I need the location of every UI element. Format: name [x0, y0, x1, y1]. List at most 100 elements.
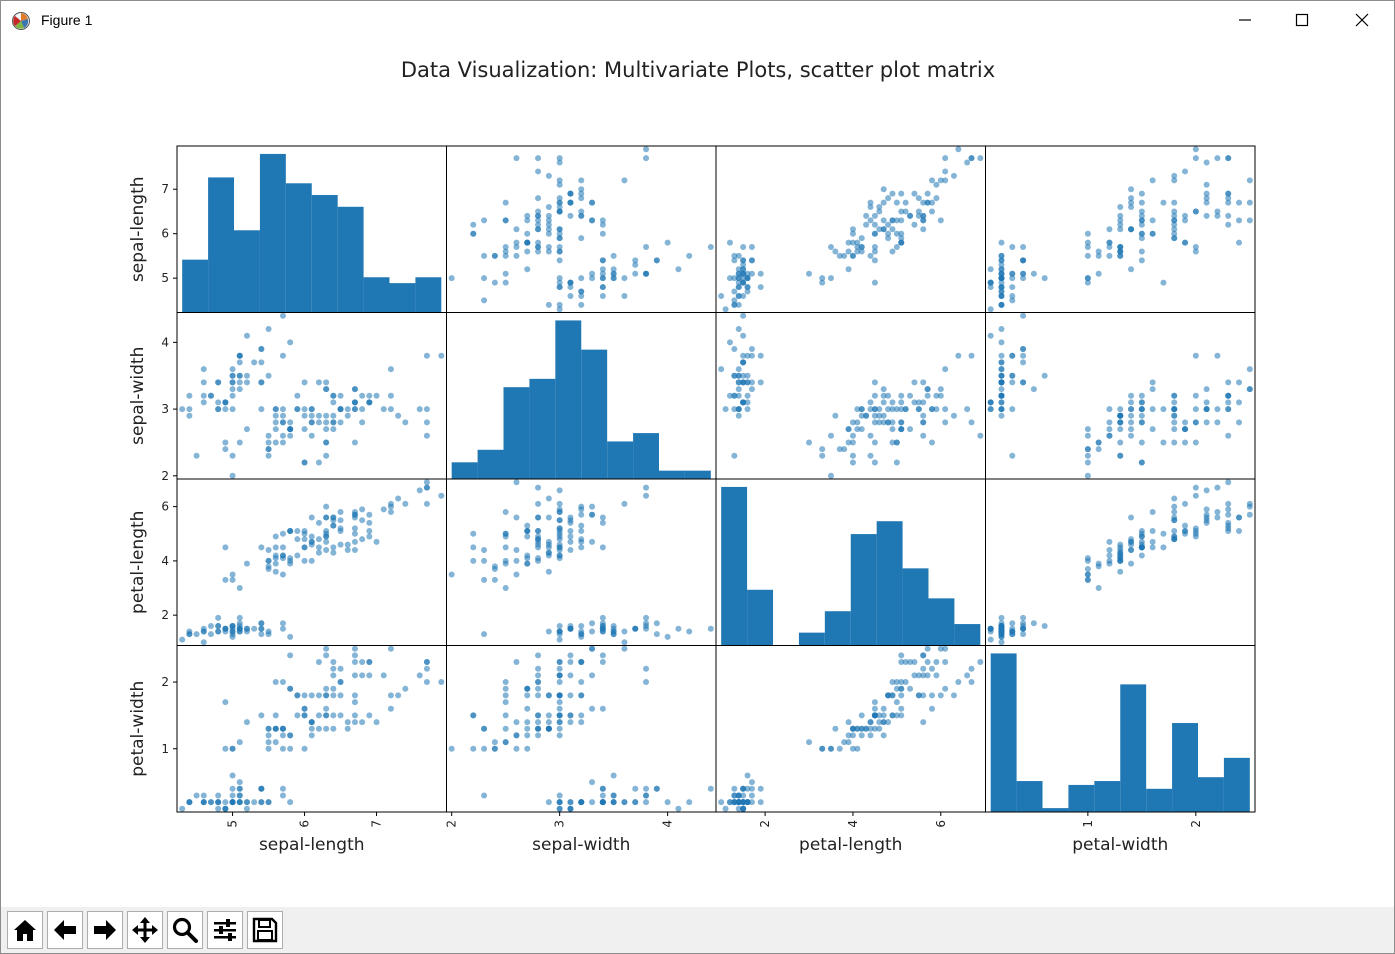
pan-button[interactable] — [127, 911, 163, 949]
scatter-point — [1138, 230, 1145, 237]
scatter-point — [632, 799, 639, 806]
scatter-point — [849, 252, 856, 259]
minimize-button[interactable] — [1216, 1, 1274, 39]
scatter-point — [556, 552, 563, 559]
scatter-point — [1171, 392, 1178, 399]
scatter-point — [920, 412, 927, 419]
scatter-point — [731, 346, 738, 353]
scatter-point — [718, 292, 725, 299]
scatter-point — [1138, 221, 1145, 228]
scatter-point — [1182, 500, 1189, 507]
scatter-point — [535, 544, 542, 551]
scatter-point — [200, 392, 207, 399]
close-button[interactable] — [1333, 1, 1391, 39]
scatter-point — [735, 275, 742, 282]
title-bar[interactable]: Figure 1 — [1, 1, 1394, 39]
scatter-point — [1246, 177, 1253, 184]
scatter-point — [351, 538, 358, 545]
scatter-point — [589, 645, 596, 652]
histogram-bar — [1223, 757, 1250, 812]
scatter-point — [1084, 571, 1091, 578]
scatter-point — [308, 514, 315, 521]
subplot-frame — [446, 145, 717, 313]
scatter-point — [556, 244, 563, 251]
scatter-point — [229, 792, 236, 799]
scatter-point — [243, 372, 250, 379]
histogram-bar — [824, 611, 851, 646]
scatter-point — [502, 557, 509, 564]
scatter-point — [871, 419, 878, 426]
save-button[interactable] — [247, 911, 283, 949]
scatter-point — [567, 672, 574, 679]
scatter-point — [330, 426, 337, 433]
scatter-point — [1117, 204, 1124, 211]
scatter-point — [1214, 484, 1221, 491]
scatter-point — [987, 306, 994, 313]
scatter-point — [222, 399, 229, 406]
configure-subplots-button[interactable] — [207, 911, 243, 949]
maximize-icon — [1295, 13, 1309, 27]
scatter-point — [740, 266, 747, 273]
scatter-point — [1225, 190, 1232, 197]
scatter-point — [1009, 372, 1016, 379]
scatter-point — [735, 366, 742, 373]
scatter-point — [236, 352, 243, 359]
scatter-point — [491, 739, 498, 746]
maximize-button[interactable] — [1273, 1, 1331, 39]
scatter-point — [1106, 406, 1113, 413]
back-button[interactable] — [47, 911, 83, 949]
histogram-bar — [285, 183, 312, 313]
scatter-point — [621, 645, 628, 652]
scatter-point — [423, 479, 430, 486]
scatter-point — [387, 705, 394, 712]
scatter-point — [491, 252, 498, 259]
scatter-point — [578, 528, 585, 535]
scatter-point — [929, 692, 936, 699]
scatter-point — [1138, 552, 1145, 559]
scatter-point — [524, 719, 531, 726]
scatter-point — [876, 719, 883, 726]
scatter-point — [222, 406, 229, 413]
home-button[interactable] — [7, 911, 43, 949]
zoom-button[interactable] — [167, 911, 203, 949]
subplot-petal-length-vs-sepal-width — [446, 478, 717, 646]
scatter-point — [898, 239, 905, 246]
scatter-point — [229, 392, 236, 399]
histogram-bar — [1172, 723, 1198, 812]
scatter-point — [731, 297, 738, 304]
scatter-point — [871, 248, 878, 255]
scatter-point — [735, 252, 742, 259]
scatter-point — [1149, 230, 1156, 237]
scatter-point — [524, 248, 531, 255]
scatter-point — [924, 199, 931, 206]
scatter-point — [924, 672, 931, 679]
scatter-point — [222, 439, 229, 446]
scatter-point — [545, 301, 552, 308]
scatter-point — [279, 625, 286, 632]
move-icon — [132, 917, 158, 943]
scatter-point — [589, 779, 596, 786]
scatter-point — [1128, 204, 1135, 211]
scatter-point — [740, 279, 747, 286]
scatter-point — [1192, 525, 1199, 532]
scatter-point — [1225, 399, 1232, 406]
scatter-point — [718, 366, 725, 373]
scatter-point — [323, 692, 330, 699]
scatter-point — [819, 279, 826, 286]
window-title: Figure 1 — [41, 12, 93, 28]
scatter-point — [207, 799, 214, 806]
scatter-point — [524, 230, 531, 237]
scatter-point — [718, 799, 725, 806]
figure-canvas[interactable]: Data Visualization: Multivariate Plots, … — [1, 39, 1394, 907]
scatter-point — [423, 352, 430, 359]
scatter-point — [643, 270, 650, 277]
scatter-point — [1225, 199, 1232, 206]
scatter-point — [337, 392, 344, 399]
scatter-point — [556, 181, 563, 188]
scatter-point — [330, 544, 337, 551]
scatter-point — [359, 506, 366, 513]
scatter-point — [731, 799, 738, 806]
scatter-point — [502, 270, 509, 277]
forward-button[interactable] — [87, 911, 123, 949]
scatter-point — [556, 306, 563, 313]
